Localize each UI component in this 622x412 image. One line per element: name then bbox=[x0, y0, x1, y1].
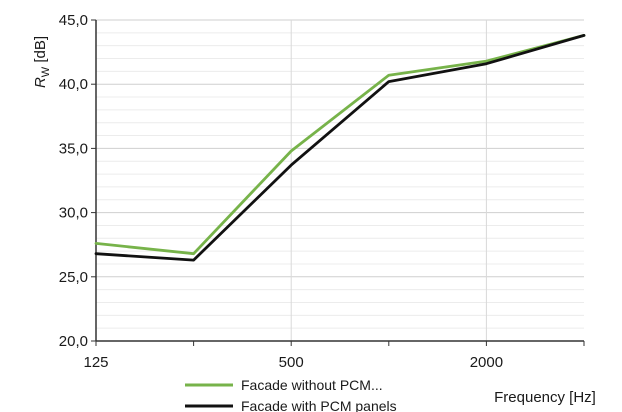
y-axis-title: RW [dB] bbox=[32, 36, 52, 88]
y-tick-label: 45,0 bbox=[59, 12, 88, 29]
y-tick-label: 35,0 bbox=[59, 140, 88, 157]
y-tick-label: 30,0 bbox=[59, 205, 88, 222]
x-tick-label: 500 bbox=[279, 354, 304, 371]
y-tick-label: 40,0 bbox=[59, 76, 88, 93]
y-tick-label: 25,0 bbox=[59, 269, 88, 286]
legend: Facade without PCM... Facade with PCM pan… bbox=[185, 377, 397, 412]
x-axis-title: Frequency [Hz] bbox=[494, 389, 596, 406]
y-axis-title-unit: [dB] bbox=[32, 36, 49, 67]
legend-label-2: Facade with PCM panels bbox=[241, 398, 397, 412]
axes bbox=[91, 19, 585, 346]
y-tick-label: 20,0 bbox=[59, 333, 88, 350]
series-lines bbox=[94, 34, 586, 262]
y-axis-title-main: R bbox=[32, 77, 49, 88]
grid-lines bbox=[96, 19, 584, 341]
series-line-1 bbox=[94, 34, 586, 256]
x-tick-label: 125 bbox=[83, 354, 108, 371]
series-line-2 bbox=[94, 34, 586, 262]
legend-label-1: Facade without PCM... bbox=[241, 377, 383, 393]
y-tick-labels: 20,0 25,0 30,0 35,0 40,0 45,0 bbox=[59, 12, 88, 350]
x-tick-label: 2000 bbox=[470, 354, 503, 371]
y-axis-title-subscript: W bbox=[40, 66, 52, 77]
x-tick-labels: 125 500 2000 bbox=[83, 354, 503, 371]
